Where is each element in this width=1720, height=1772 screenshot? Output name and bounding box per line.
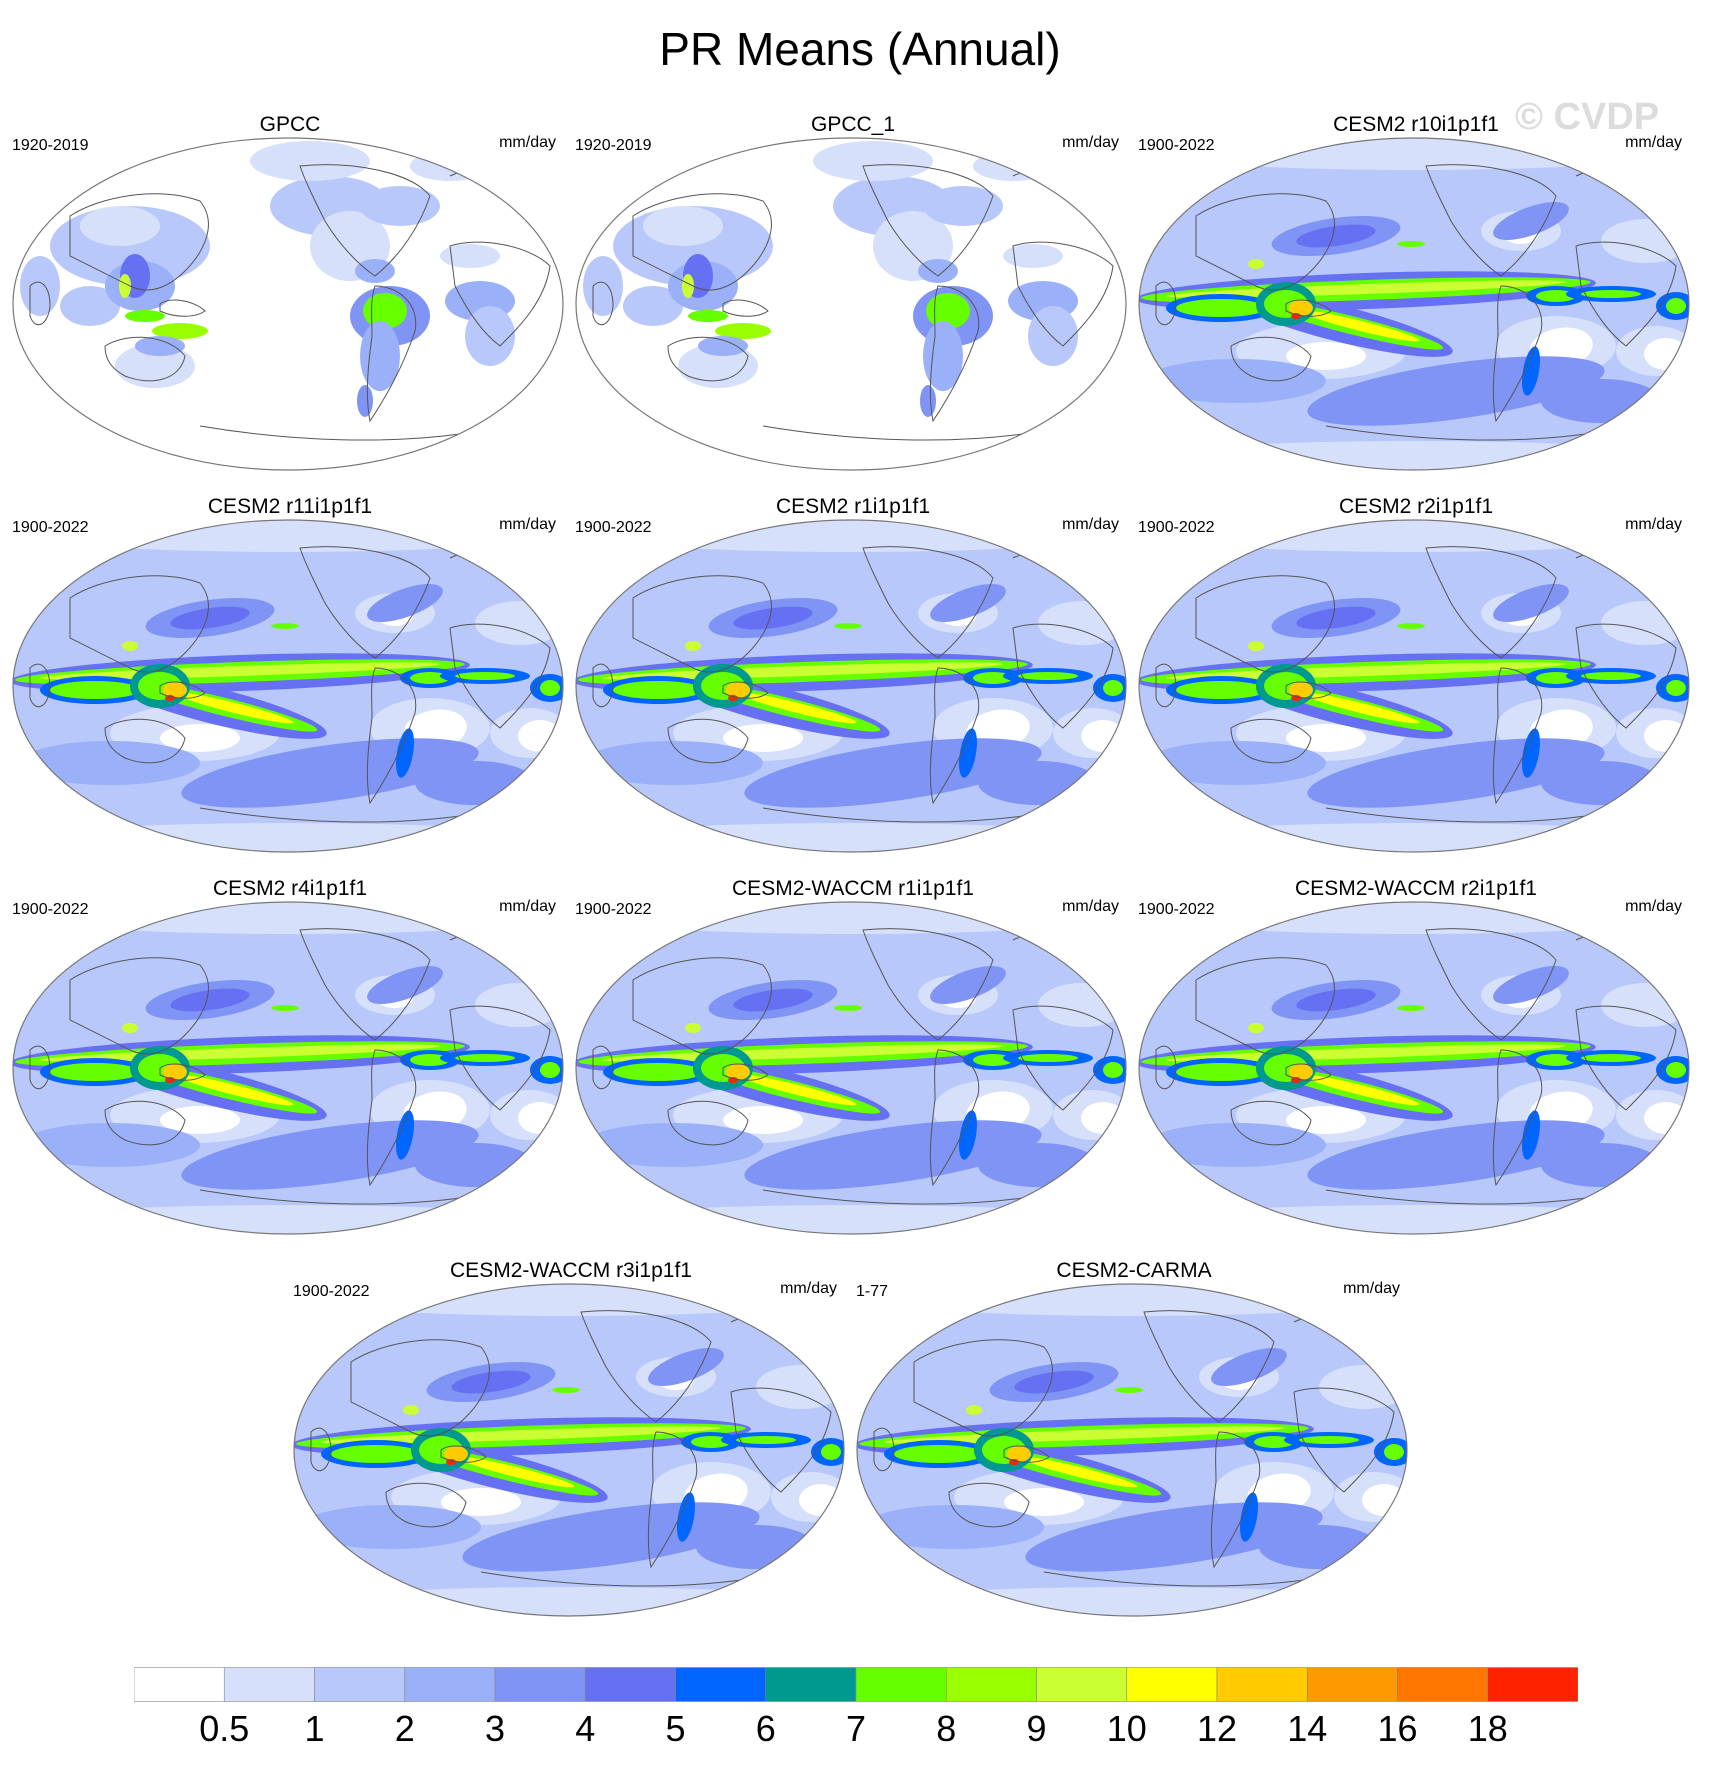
precipitation-map xyxy=(1138,519,1690,853)
panel-units: mm/day xyxy=(1625,134,1682,151)
panel-title: CESM2 r10i1p1f1 xyxy=(1333,113,1499,136)
precipitation-map xyxy=(1138,901,1690,1235)
panel-title: CESM2-WACCM r3i1p1f1 xyxy=(450,1259,692,1282)
panel-units: mm/day xyxy=(780,1280,837,1297)
panel-period: 1900-2022 xyxy=(1138,137,1215,154)
page-title: PR Means (Annual) xyxy=(659,23,1061,75)
panel-period: 1900-2022 xyxy=(1138,901,1215,918)
map-panel: CESM2-WACCM r1i1p1f1 1900-2022 mm/day xyxy=(573,877,1133,1252)
panel-title: CESM2 r4i1p1f1 xyxy=(212,877,368,900)
colorbar-swatch xyxy=(1487,1667,1578,1702)
map-panel: GPCC_1 1920-2019 mm/day xyxy=(573,113,1133,488)
map-panel: CESM2-WACCM r2i1p1f1 1900-2022 mm/day xyxy=(1136,877,1696,1252)
map-panel: CESM2 r4i1p1f1 1900-2022 mm/day xyxy=(10,877,570,1252)
colorbar-tick-label: 3 xyxy=(484,1708,506,1749)
precipitation-map xyxy=(12,901,564,1235)
panel-title: CESM2-WACCM r1i1p1f1 xyxy=(732,877,974,900)
colorbar-swatch xyxy=(945,1667,1037,1702)
colorbar-swatch xyxy=(855,1667,947,1702)
colorbar-swatch xyxy=(223,1667,315,1702)
map-panel: CESM2 r1i1p1f1 1900-2022 mm/day xyxy=(573,495,1133,870)
colorbar-swatch xyxy=(1216,1667,1308,1702)
panel-period: 1900-2022 xyxy=(575,901,652,918)
precipitation-map xyxy=(1138,137,1690,471)
colorbar-tick-label: 10 xyxy=(1106,1708,1147,1749)
panel-title: CESM2 r11i1p1f1 xyxy=(207,495,373,518)
colorbar-tick-label: 2 xyxy=(394,1708,415,1749)
panel-period: 1-77 xyxy=(856,1283,889,1300)
panel-period: 1900-2022 xyxy=(12,519,89,536)
colorbar xyxy=(134,1667,1578,1702)
cvdp-watermark: © CVDP xyxy=(1515,96,1660,138)
panel-units: mm/day xyxy=(499,134,556,151)
panel-title: CESM2-WACCM r2i1p1f1 xyxy=(1295,877,1537,900)
panel-units: mm/day xyxy=(1625,898,1682,915)
precipitation-map xyxy=(856,1283,1408,1617)
colorbar-swatch xyxy=(314,1667,406,1702)
precipitation-map xyxy=(575,519,1127,853)
panel-period: 1900-2022 xyxy=(575,519,652,536)
panel-title: CESM2 r1i1p1f1 xyxy=(775,495,931,518)
panel-title: GPCC xyxy=(259,113,321,136)
precipitation-map xyxy=(293,1283,845,1617)
map-panel: CESM2-WACCM r3i1p1f1 1900-2022 mm/day xyxy=(291,1259,851,1634)
colorbar-swatch xyxy=(134,1667,225,1702)
colorbar-tick-label: 8 xyxy=(936,1708,957,1749)
map-panel: CESM2 r10i1p1f1 1900-2022 mm/day xyxy=(1136,113,1696,488)
colorbar-swatch xyxy=(1036,1667,1128,1702)
colorbar-swatch xyxy=(675,1667,767,1702)
map-panel: GPCC 1920-2019 mm/day xyxy=(10,113,570,488)
precipitation-map xyxy=(575,137,1127,471)
colorbar-tick-label: 1 xyxy=(304,1708,325,1749)
panel-units: mm/day xyxy=(1343,1280,1400,1297)
map-panel: CESM2-CARMA 1-77 mm/day xyxy=(854,1259,1414,1634)
panel-units: mm/day xyxy=(1062,134,1119,151)
panel-units: mm/day xyxy=(1062,516,1119,533)
colorbar-tick-label: 4 xyxy=(575,1708,596,1749)
colorbar-swatch xyxy=(404,1667,496,1702)
panel-units: mm/day xyxy=(499,516,556,533)
panel-units: mm/day xyxy=(1625,516,1682,533)
panel-period: 1920-2019 xyxy=(575,137,652,154)
map-panel: CESM2 r2i1p1f1 1900-2022 mm/day xyxy=(1136,495,1696,870)
colorbar-tick-label: 7 xyxy=(845,1708,867,1749)
colorbar-tick-label: 16 xyxy=(1377,1708,1418,1749)
panel-period: 1900-2022 xyxy=(1138,519,1215,536)
colorbar-tick-label: 0.5 xyxy=(199,1708,250,1749)
colorbar-swatch xyxy=(1397,1667,1489,1702)
panel-period: 1900-2022 xyxy=(12,901,89,918)
colorbar-swatch xyxy=(494,1667,586,1702)
map-panel: CESM2 r11i1p1f1 1900-2022 mm/day xyxy=(10,495,570,870)
colorbar-tick-label: 9 xyxy=(1026,1708,1047,1749)
panel-period: 1900-2022 xyxy=(293,1283,370,1300)
colorbar-tick-label: 5 xyxy=(665,1708,686,1749)
colorbar-swatch xyxy=(1306,1667,1398,1702)
colorbar-tick-label: 6 xyxy=(755,1708,776,1749)
colorbar-swatch xyxy=(584,1667,676,1702)
panel-title: GPCC_1 xyxy=(810,113,896,136)
colorbar-tick-label: 14 xyxy=(1287,1708,1328,1749)
panel-period: 1920-2019 xyxy=(12,137,89,154)
panel-title: CESM2 r2i1p1f1 xyxy=(1338,495,1494,518)
precipitation-map xyxy=(12,519,564,853)
panel-units: mm/day xyxy=(499,898,556,915)
colorbar-swatch xyxy=(1126,1667,1218,1702)
precipitation-map xyxy=(12,137,564,471)
colorbar-swatch xyxy=(765,1667,857,1702)
panel-title: CESM2-CARMA xyxy=(1056,1259,1212,1282)
colorbar-tick-label: 12 xyxy=(1196,1708,1238,1749)
colorbar-tick-label: 18 xyxy=(1467,1708,1508,1749)
panel-units: mm/day xyxy=(1062,898,1119,915)
precipitation-map xyxy=(575,901,1127,1235)
